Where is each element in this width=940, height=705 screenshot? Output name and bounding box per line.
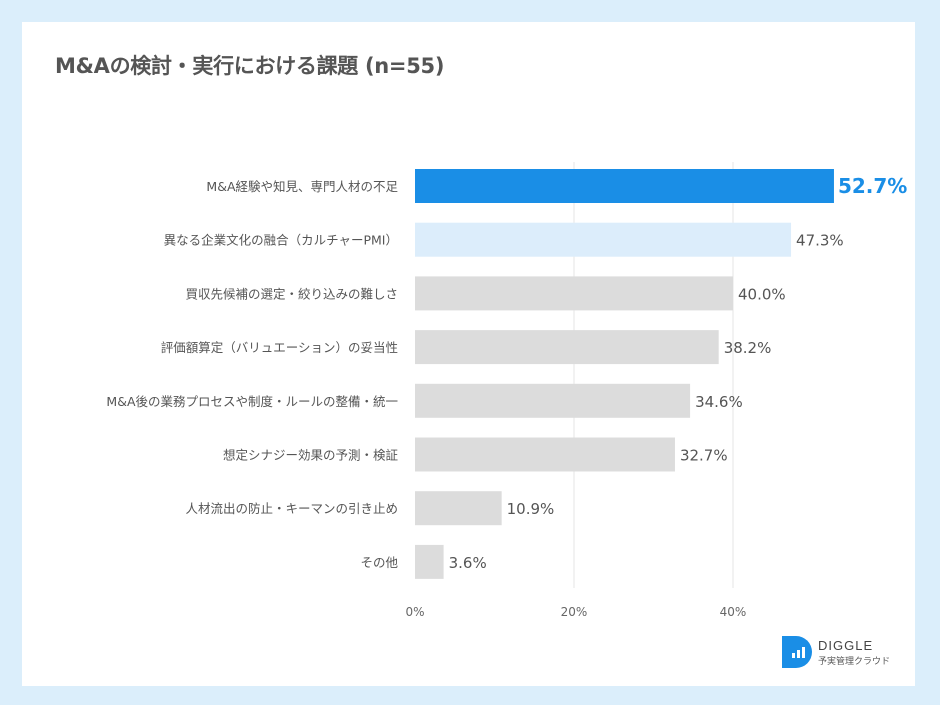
value-label: 47.3% <box>796 232 844 250</box>
logo-name: DIGGLE <box>818 638 874 653</box>
bar <box>415 437 675 472</box>
value-label: 38.2% <box>724 339 772 357</box>
bar <box>415 222 792 257</box>
category-label: M&A経験や知見、専門人材の不足 <box>206 179 398 194</box>
value-label: 3.6% <box>449 554 487 572</box>
bar <box>415 383 691 418</box>
logo: DIGGLE 予実管理クラウド <box>818 638 890 667</box>
bar <box>415 276 733 311</box>
value-label: 34.6% <box>695 393 743 411</box>
x-tick-label: 0% <box>405 605 424 619</box>
category-label: 評価額算定（バリュエーション）の妥当性 <box>161 340 398 355</box>
x-tick-label: 40% <box>720 605 747 619</box>
logo-tagline: 予実管理クラウド <box>818 657 891 667</box>
diggle-logo-icon <box>782 636 812 668</box>
category-label: 想定シナジー効果の予測・検証 <box>223 448 399 463</box>
category-label: M&A後の業務プロセスや制度・ルールの整備・統一 <box>106 394 398 409</box>
bar <box>415 330 719 365</box>
chart-title: M&Aの検討・実行における課題 (n=55) <box>55 54 445 78</box>
value-label: 10.9% <box>507 500 555 518</box>
category-label: その他 <box>360 555 398 570</box>
bar <box>415 491 502 526</box>
value-label: 40.0% <box>738 285 786 303</box>
bar <box>415 544 444 579</box>
category-label: 異なる企業文化の融合（カルチャーPMI） <box>164 233 398 248</box>
category-label: 買収先候補の選定・絞り込みの難しさ <box>185 286 398 301</box>
value-label: 52.7% <box>838 174 907 198</box>
x-tick-label: 20% <box>561 605 588 619</box>
category-label: 人材流出の防止・キーマンの引き止め <box>185 501 398 516</box>
bar <box>415 169 834 203</box>
value-label: 32.7% <box>680 447 728 465</box>
